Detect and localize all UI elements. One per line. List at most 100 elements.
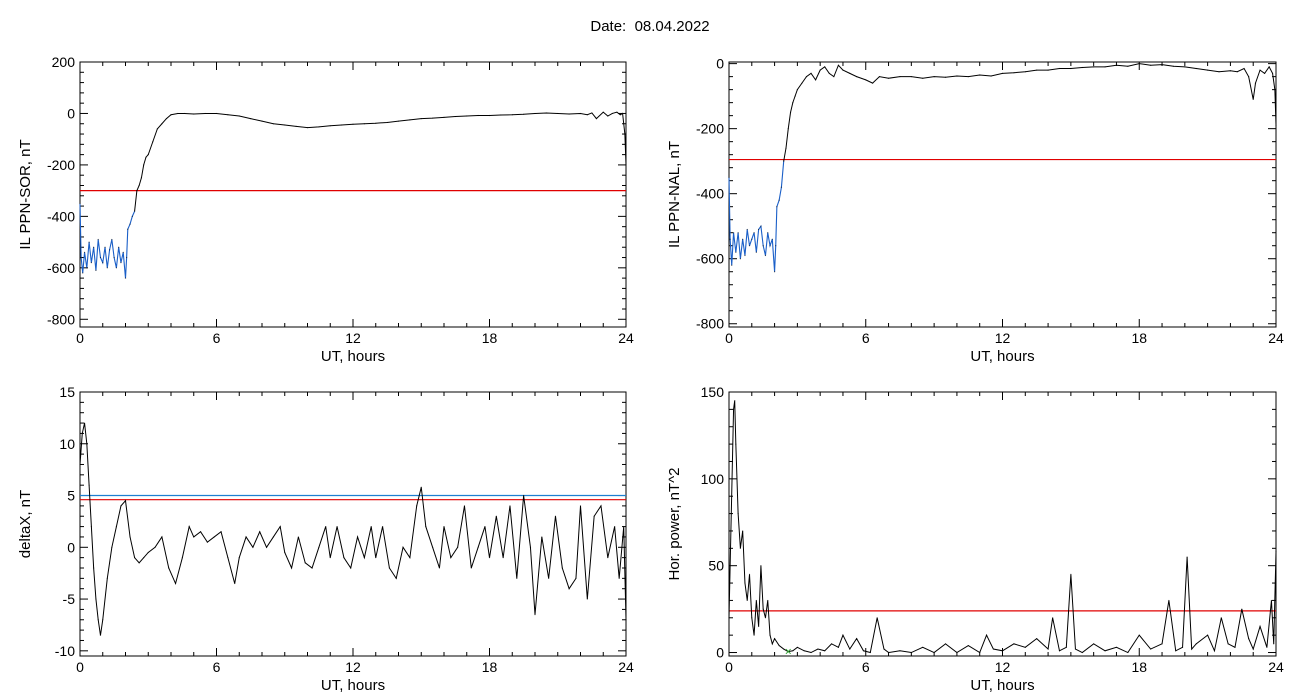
data-point: [1081, 66, 1083, 69]
data-point: [773, 638, 776, 640]
data-point: [561, 567, 563, 569]
data-point: [985, 634, 988, 636]
x-tick-label: 6: [213, 330, 221, 346]
data-point: [1104, 650, 1106, 652]
y-tick-label: -10: [55, 643, 75, 659]
data-point: [849, 72, 851, 74]
x-tick-label: 24: [618, 330, 634, 346]
data-point: [1275, 124, 1277, 127]
x-axis-title: UT, hours: [970, 677, 1034, 694]
data-point: [775, 245, 777, 247]
data-point: [1274, 89, 1276, 91]
data-point: [470, 567, 472, 569]
data-point: [1207, 634, 1209, 636]
data-point: [625, 619, 627, 621]
data-point: [1234, 646, 1236, 648]
data-point: [810, 72, 812, 74]
data-point: [138, 562, 140, 564]
data-point: [1138, 634, 1140, 636]
x-tick-label: 0: [725, 330, 733, 346]
data-point: [771, 643, 773, 645]
x-tick-label: 12: [345, 659, 361, 675]
data-point: [438, 567, 441, 569]
data-point: [833, 76, 835, 78]
data-point: [878, 76, 881, 78]
data-point: [432, 117, 434, 119]
data-point: [796, 646, 798, 648]
y-tick-label: 200: [52, 54, 76, 70]
data-point: [102, 619, 104, 621]
data-point: [837, 646, 840, 648]
data-point: [922, 77, 924, 79]
x-tick-label: 18: [482, 330, 498, 346]
data-point: [792, 650, 794, 652]
data-point: [730, 512, 732, 515]
data-point: [318, 546, 320, 548]
data-point: [138, 184, 140, 187]
data-point: [792, 102, 794, 104]
chart-panel-il-ppn-nal: 0 6 12 18 24 0 -200 -400 -600 -800 UT, hours IL PPN…: [666, 56, 1284, 365]
data-point: [731, 264, 733, 266]
data-point: [174, 582, 177, 585]
data-point: [1093, 66, 1095, 68]
data-point: [168, 567, 170, 569]
y-tick-label: -800: [696, 316, 724, 332]
data-point: [780, 186, 783, 188]
data-point: [1013, 643, 1015, 645]
y-tick-label: -200: [696, 121, 724, 137]
data-point: [815, 79, 817, 81]
data-point: [771, 238, 773, 240]
data-point: [420, 486, 422, 488]
data-point: [90, 262, 92, 264]
data-point: [579, 112, 582, 115]
data-point: [1241, 608, 1243, 610]
data-point: [102, 262, 104, 264]
x-tick-label: 24: [1268, 330, 1284, 346]
data-point: [1271, 72, 1274, 74]
data-point: [134, 210, 136, 212]
data-point: [1115, 646, 1118, 648]
data-point: [466, 115, 468, 117]
data-point: [1052, 617, 1054, 619]
y-axis-title: IL PPN-SOR, nT: [17, 139, 34, 249]
data-point: [944, 76, 947, 78]
data-point: [554, 515, 557, 517]
data-point: [753, 232, 755, 234]
x-tick-label: 6: [862, 330, 870, 346]
data-point: [97, 238, 99, 241]
data-point: [409, 557, 411, 559]
data-point: [341, 124, 343, 126]
data-point: [828, 72, 830, 74]
data-point: [363, 557, 365, 559]
data-point: [819, 69, 821, 71]
data-point: [86, 443, 88, 445]
data-point: [837, 64, 840, 66]
y-tick-label: 150: [701, 384, 725, 400]
data-point: [883, 648, 885, 650]
data-point: [862, 650, 865, 652]
data-point: [124, 277, 127, 279]
data-point: [607, 557, 609, 559]
data-point: [541, 536, 543, 538]
x-tick-label: 24: [618, 659, 634, 675]
data-point: [329, 557, 331, 559]
x-tick-label: 18: [1131, 659, 1147, 675]
data-point: [457, 546, 459, 548]
data-point: [979, 74, 981, 76]
data-point: [856, 638, 858, 640]
data-point: [534, 112, 536, 115]
data-point: [329, 125, 331, 127]
data-point: [739, 547, 741, 549]
data-point: [88, 484, 90, 486]
data-point: [1227, 643, 1229, 645]
y-tick-label: 0: [716, 56, 724, 72]
data-point: [220, 531, 222, 533]
data-point: [79, 463, 81, 466]
data-point: [1243, 67, 1245, 70]
data-point: [1024, 71, 1026, 73]
data-point: [161, 123, 163, 125]
data-point: [104, 246, 106, 248]
data-point: [165, 118, 168, 120]
data-point: [755, 251, 757, 253]
